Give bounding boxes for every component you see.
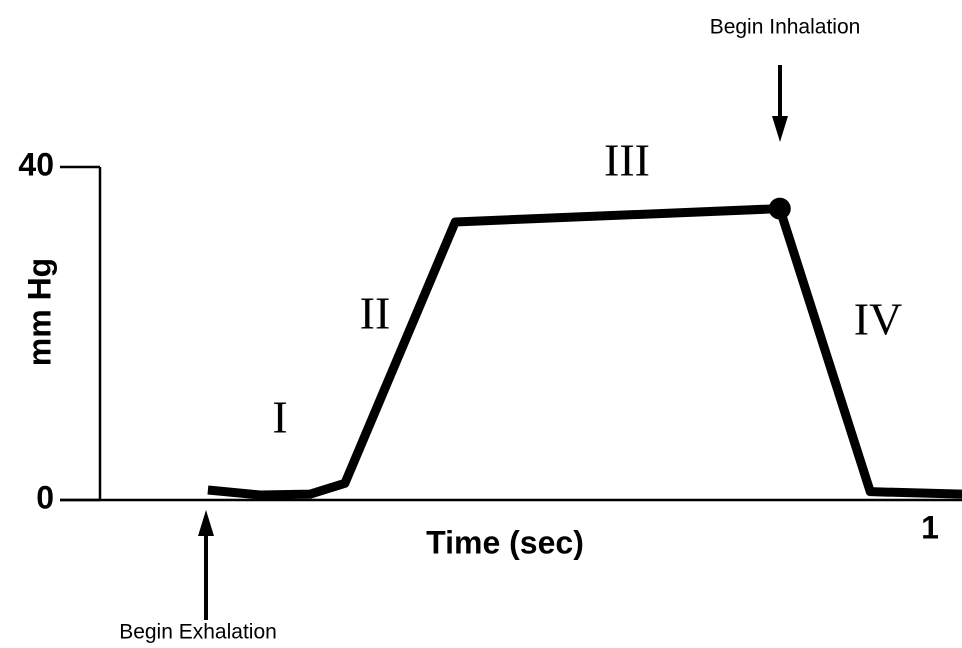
phase-label: IV	[854, 294, 903, 345]
x-axis-label: Time (sec)	[426, 524, 584, 560]
annotation: Begin Inhalation	[710, 16, 861, 39]
curve	[207, 204, 962, 500]
y-tick-label: 0	[36, 479, 54, 515]
x-tick-label: 1	[921, 509, 939, 545]
peak-marker	[768, 197, 791, 220]
phase-label: III	[604, 135, 650, 186]
arrow-head	[772, 116, 788, 142]
y-axis-label: mm Hg	[21, 258, 57, 366]
phase-label: II	[360, 288, 391, 339]
y-tick-label: 40	[18, 146, 54, 182]
annotation: Begin Exhalation	[119, 621, 277, 644]
arrow-head	[198, 510, 214, 536]
phase-label: I	[272, 392, 287, 443]
